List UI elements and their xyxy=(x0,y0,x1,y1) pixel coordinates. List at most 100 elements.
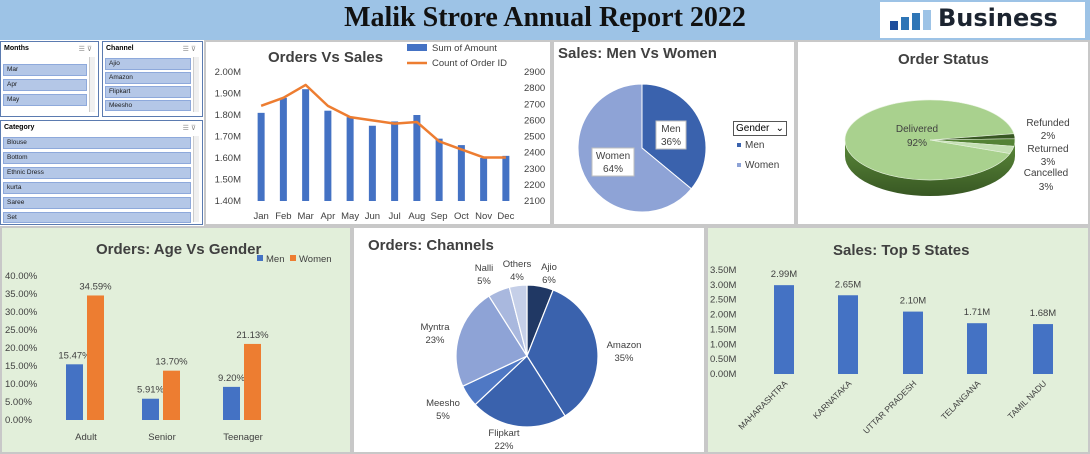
bar-women-teenager xyxy=(244,343,261,420)
slicer-item-bottom[interactable]: Bottom xyxy=(3,152,191,164)
slicer-item-blouse[interactable]: Blouse xyxy=(3,137,191,149)
label-value-others: 4% xyxy=(510,272,524,283)
channel-scrollbar[interactable] xyxy=(193,57,199,112)
legend-swatch-men xyxy=(737,143,741,147)
data-label-men-adult: 15.47% xyxy=(58,350,91,361)
x-tick-tamil-nadu: TAMIL NADU xyxy=(1006,378,1049,421)
bar-telangana xyxy=(967,323,987,374)
x-tick-sep: Sep xyxy=(431,211,448,222)
category-slicer[interactable]: Category ☰ ⊽ Blouse Bottom Ethnic Dress … xyxy=(0,120,203,225)
data-label-women-senior: 13.70% xyxy=(155,357,188,368)
callout-name-women: Women xyxy=(596,151,630,162)
bar-jun xyxy=(368,125,376,201)
pie-slice-myntra xyxy=(455,295,528,388)
channel-slicer[interactable]: Channel ☰ ⊽ Ajio Amazon Flipkart Meesho xyxy=(102,41,203,117)
slicer-item-kurta[interactable]: kurta xyxy=(3,182,191,194)
callout-value-men: 36% xyxy=(661,137,681,148)
right-axis-tick: 2200 xyxy=(524,180,545,191)
legend-label-amount: Sum of Amount xyxy=(432,43,497,54)
right-axis-tick: 2100 xyxy=(524,196,545,207)
pie-slice-others xyxy=(508,284,528,357)
left-axis-tick: 1.90M xyxy=(215,89,241,100)
callout-box-women xyxy=(591,147,635,177)
age-vs-gender-title: Orders: Age Vs Gender xyxy=(96,241,262,258)
label-name-amazon: Amazon xyxy=(607,340,642,351)
slicer-filter-icon[interactable]: ☰ ⊽ xyxy=(182,125,196,132)
x-tick-may: May xyxy=(341,211,359,222)
label-name-refunded: Refunded xyxy=(1026,118,1069,129)
chevron-down-icon: ⌄ xyxy=(775,123,784,134)
y-tick: 5.00% xyxy=(5,397,32,408)
slicer-item-set[interactable]: Set xyxy=(3,212,191,223)
left-axis-tick: 1.50M xyxy=(215,175,241,186)
x-tick-telangana: TELANGANA xyxy=(939,378,983,422)
x-tick-dec: Dec xyxy=(497,211,514,222)
data-label-women-teenager: 21.13% xyxy=(236,330,269,341)
y-tick: 15.00% xyxy=(5,361,38,372)
label-value-nalli: 5% xyxy=(477,276,491,287)
gender-filter-label: Gender xyxy=(736,123,770,134)
bar-aug xyxy=(413,115,421,201)
slicer-item-apr[interactable]: Apr xyxy=(3,79,87,91)
y-tick: 20.00% xyxy=(5,343,38,354)
right-axis-tick: 2600 xyxy=(524,115,545,126)
y-tick: 0.00M xyxy=(710,369,736,380)
bar-apr xyxy=(324,110,332,201)
legend-label-women: Women xyxy=(745,160,779,171)
label-value-myntra: 23% xyxy=(425,335,445,346)
months-slicer[interactable]: Months ☰ ⊽ Mar Apr May xyxy=(0,41,99,117)
slicer-item-ajio[interactable]: Ajio xyxy=(105,58,191,70)
slicer-item-meesho[interactable]: Meesho xyxy=(105,100,191,111)
label-value-refunded: 2% xyxy=(1041,131,1056,142)
gender-filter-select[interactable]: Gender ⌄ xyxy=(733,121,787,136)
category-slicer-title: Category xyxy=(4,124,35,131)
slicer-filter-icon[interactable]: ☰ ⊽ xyxy=(78,46,92,53)
left-axis-tick: 1.60M xyxy=(215,153,241,164)
y-tick: 1.50M xyxy=(710,324,736,335)
label-name-flipkart: Flipkart xyxy=(488,428,520,439)
slicer-item-flipkart[interactable]: Flipkart xyxy=(105,86,191,98)
label-name-returned: Returned xyxy=(1027,144,1068,155)
data-label-tamil-nadu: 1.68M xyxy=(1030,308,1056,319)
x-tick-jan: Jan xyxy=(253,211,268,222)
bar-dec xyxy=(502,155,510,201)
x-tick-senior: Senior xyxy=(148,432,175,443)
data-label-men-teenager: 9.20% xyxy=(218,373,245,384)
legend-label-men: Men xyxy=(266,254,284,265)
category-scrollbar[interactable] xyxy=(193,136,199,222)
left-axis-tick: 1.40M xyxy=(215,196,241,207)
bar-men-adult xyxy=(66,364,83,420)
months-slicer-title: Months xyxy=(4,45,29,52)
pie-slice-flipkart xyxy=(474,355,566,428)
label-name-myntra: Myntra xyxy=(420,322,450,333)
bar-may xyxy=(346,117,354,201)
x-tick-maharashtra: MAHARASHTRA xyxy=(736,378,789,431)
slicer-item-ethnic-dress[interactable]: Ethnic Dress xyxy=(3,167,191,179)
bar-women-adult xyxy=(87,295,104,420)
slicer-item-amazon[interactable]: Amazon xyxy=(105,72,191,84)
data-label-uttar-pradesh: 2.10M xyxy=(900,296,926,307)
left-axis-tick: 2.00M xyxy=(215,67,241,78)
right-axis-tick: 2900 xyxy=(524,67,545,78)
label-value-ajio: 6% xyxy=(542,275,556,286)
slicer-item-may[interactable]: May xyxy=(3,94,87,106)
slicer-item-saree[interactable]: Saree xyxy=(3,197,191,209)
data-label-maharashtra: 2.99M xyxy=(771,269,797,280)
y-tick: 0.00% xyxy=(5,415,32,426)
y-tick: 25.00% xyxy=(5,325,38,336)
label-name-ajio: Ajio xyxy=(541,262,557,273)
men-vs-women-title: Sales: Men Vs Women xyxy=(558,45,717,62)
bar-mar xyxy=(302,89,310,201)
slicer-filter-icon[interactable]: ☰ ⊽ xyxy=(182,46,196,53)
x-tick-oct: Oct xyxy=(454,211,469,222)
bar-maharashtra xyxy=(774,285,794,374)
data-label-karnataka: 2.65M xyxy=(835,279,861,290)
top-states-title: Sales: Top 5 States xyxy=(833,242,970,259)
x-tick-karnataka: KARNATAKA xyxy=(811,378,854,421)
pie-slice-delivered xyxy=(844,99,1015,181)
pie-slice-cancelled xyxy=(929,139,1015,154)
slicer-item-mar[interactable]: Mar xyxy=(3,64,87,76)
right-axis-tick: 2500 xyxy=(524,132,545,143)
callout-name-men: Men xyxy=(661,124,680,135)
months-scrollbar[interactable] xyxy=(89,57,95,112)
